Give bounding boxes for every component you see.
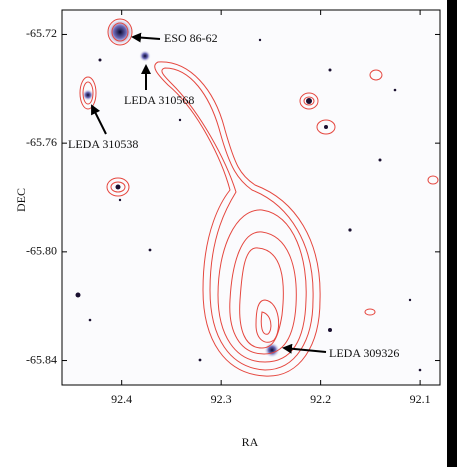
plot-frame bbox=[61, 9, 441, 386]
x-tick-label: 92.2 bbox=[310, 392, 331, 406]
annotation: LEDA 310568 bbox=[124, 93, 194, 107]
annotation: LEDA 310538 bbox=[68, 137, 138, 151]
plot-area: ESO 86-62 LEDA 310568 LEDA 310538 LEDA 3… bbox=[61, 9, 441, 386]
stars bbox=[75, 38, 422, 372]
arrow bbox=[91, 104, 107, 135]
x-tick-label: 92.4 bbox=[111, 392, 132, 406]
x-tick-label: 92.3 bbox=[211, 392, 232, 406]
arrow bbox=[282, 343, 327, 354]
galaxy bbox=[82, 89, 94, 101]
y-tick-label: -65.80 bbox=[26, 244, 57, 258]
x-axis-label: RA bbox=[242, 435, 259, 449]
annotation: ESO 86-62 bbox=[164, 31, 218, 45]
galaxy bbox=[106, 18, 134, 46]
contours bbox=[79, 18, 439, 377]
galaxy bbox=[139, 50, 151, 62]
y-tick-label: -65.84 bbox=[26, 352, 57, 366]
arrow bbox=[131, 32, 161, 43]
x-tick-label: 92.1 bbox=[410, 392, 431, 406]
annotation: LEDA 309326 bbox=[329, 346, 399, 360]
y-axis-label: DEC bbox=[14, 188, 28, 212]
y-tick-label: -65.76 bbox=[26, 135, 57, 149]
y-tick-label: -65.72 bbox=[26, 26, 57, 40]
sky-image bbox=[62, 10, 440, 385]
